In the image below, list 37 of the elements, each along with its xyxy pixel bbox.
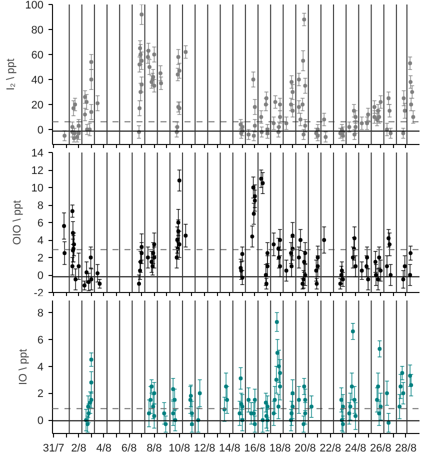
y-tick-label: 0 — [37, 124, 44, 136]
x-tick-label: 14/8 — [219, 442, 240, 454]
x-tick-label: 18/8 — [269, 442, 291, 454]
x-tick-label: 26/8 — [370, 442, 392, 454]
y-tick-label: 8 — [37, 200, 44, 212]
y-axis-title: OIO \ ppt — [11, 200, 24, 245]
x-tick-label: 28/8 — [395, 442, 417, 454]
y-tick-label: 12 — [31, 165, 44, 177]
x-tick-label: 8/8 — [146, 442, 162, 454]
x-tick-label: 31/7 — [42, 442, 64, 454]
y-tick-label: 10 — [31, 182, 44, 194]
y-tick-label: 40 — [31, 74, 44, 86]
x-tick-label: 6/8 — [121, 442, 137, 454]
x-tick-label: 20/8 — [294, 442, 316, 454]
y-tick-label: 14 — [31, 148, 44, 160]
y-tick-label: 20 — [31, 100, 44, 112]
x-tick-label: 24/8 — [344, 442, 366, 454]
y-tick-label: 2 — [37, 388, 44, 400]
y-axis-title: I₂ \ ppt — [5, 58, 18, 90]
x-tick-label: 22/8 — [320, 442, 342, 454]
x-tick-label: 4/8 — [96, 442, 112, 454]
y-axis-title: IO \ ppt — [17, 348, 30, 386]
y-tick-label: 0 — [37, 415, 44, 428]
x-tick-label: 16/8 — [244, 442, 266, 454]
x-tick-label: 12/8 — [194, 442, 216, 454]
y-tick-label: 0 — [37, 270, 44, 282]
y-tick-label: 4 — [37, 361, 44, 374]
y-tick-label: 4 — [37, 235, 44, 247]
y-tick-label: 6 — [37, 218, 44, 230]
x-tick-label: 2/8 — [71, 442, 86, 454]
y-tick-label: 80 — [31, 24, 44, 36]
y-tick-label: 8 — [37, 308, 44, 320]
y-tick-label: 60 — [31, 50, 44, 62]
y-tick-label: 6 — [37, 334, 44, 346]
y-tick-label: 100 — [25, 0, 44, 12]
x-tick-label: 10/8 — [168, 442, 190, 454]
y-tick-label: 2 — [37, 252, 44, 264]
